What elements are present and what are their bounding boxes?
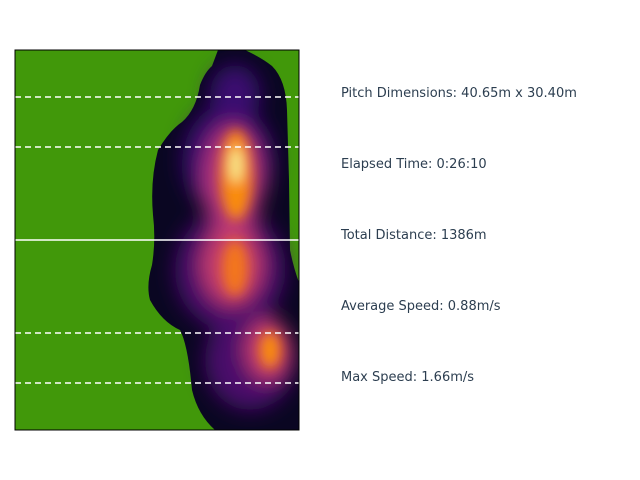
average-speed-text: Average Speed: 0.88m/s — [341, 299, 501, 314]
pitch-border — [14, 49, 300, 431]
heat-layer-high — [222, 240, 248, 296]
max-speed-text: Max Speed: 1.66m/s — [341, 370, 475, 385]
pitch-dimensions-text: Pitch Dimensions: 40.65m x 30.40m — [341, 86, 577, 101]
total-distance-text: Total Distance: 1386m — [341, 228, 487, 243]
heat-layer-high — [260, 332, 280, 368]
heat-layer-low — [210, 65, 260, 125]
elapsed-time-text: Elapsed Time: 0:26:10 — [341, 157, 487, 172]
heat-layer-peak — [229, 147, 243, 183]
